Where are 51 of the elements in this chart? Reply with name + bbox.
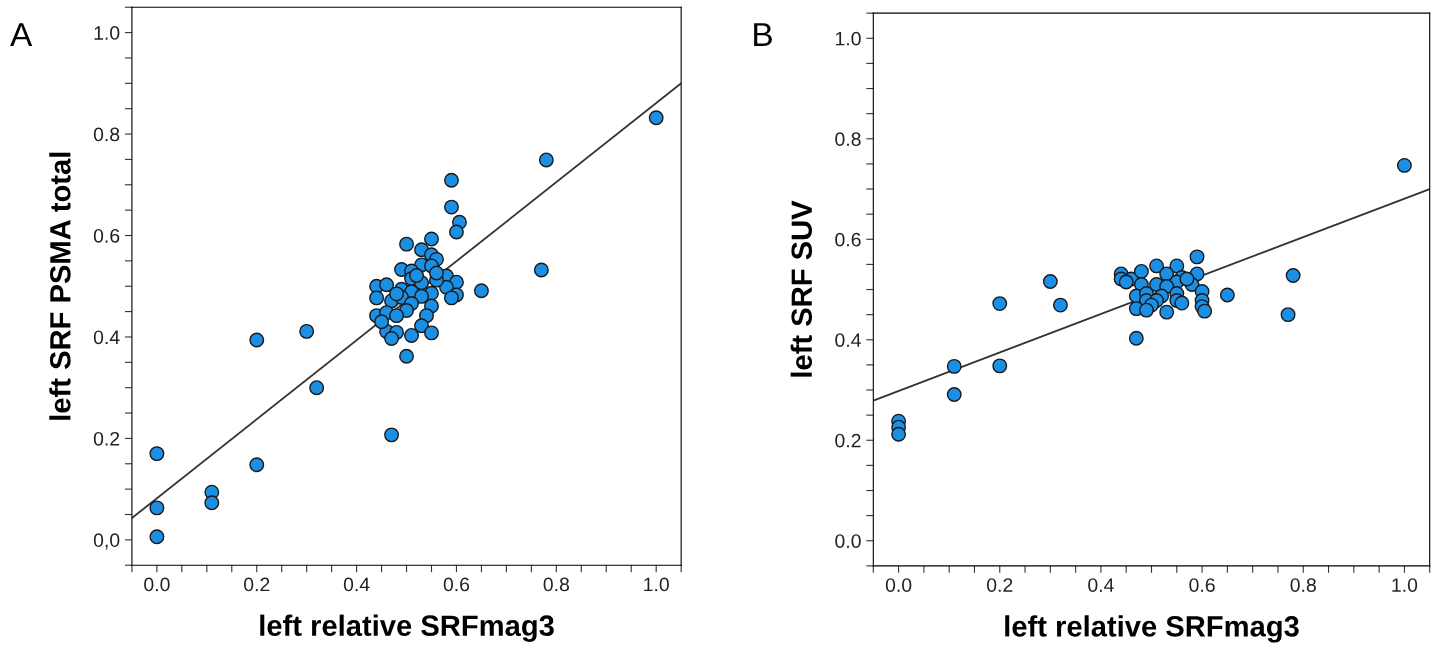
y-tick-label: 0.2: [835, 433, 861, 448]
x-tick-label: 0.6: [443, 577, 470, 592]
y-axis-title: left SRF PSMA total: [49, 152, 71, 420]
point: [946, 358, 962, 374]
point: [992, 296, 1008, 312]
x-tick-label: 0.8: [1290, 578, 1316, 592]
y-tick-label: 0.6: [93, 228, 120, 243]
point: [1159, 304, 1175, 320]
point: [1118, 274, 1134, 290]
y-tick-label: 0.8: [93, 127, 120, 142]
x-tick-label: 1.0: [1392, 578, 1418, 592]
point: [1052, 297, 1068, 313]
text: A: [10, 23, 33, 47]
x-tick-label: 0.2: [244, 577, 270, 592]
point: [1179, 271, 1195, 287]
y-tick-label: 0,0: [93, 533, 120, 550]
point: [1219, 287, 1235, 303]
x-tick-label: 0.6: [1189, 578, 1215, 592]
x-axis-title: left relative SRFmag3: [1005, 615, 1299, 643]
point: [1042, 274, 1058, 289]
y-tick-label: 1.0: [94, 26, 120, 40]
x-tick-label: 0.8: [543, 577, 569, 592]
x-tick-label: 0.0: [885, 578, 912, 592]
point: [1280, 307, 1296, 323]
y-tick-label: 0.4: [835, 333, 861, 347]
text: B: [754, 23, 772, 47]
x-tick-label: 0.4: [1088, 578, 1114, 592]
point: [1128, 330, 1144, 346]
y-tick-label: 0.4: [93, 330, 120, 345]
y-tick-label: 1.0: [835, 31, 861, 46]
point: [1189, 249, 1205, 265]
point: [1133, 263, 1149, 279]
point: [1197, 303, 1213, 319]
x-tick-label: 1.0: [644, 577, 669, 592]
point: [891, 426, 907, 442]
y-tick-label: 0.6: [835, 232, 861, 247]
x-tick-label: 0.0: [144, 577, 170, 592]
point: [1174, 295, 1190, 311]
x-axis-title: left relative SRFmag3: [260, 614, 554, 642]
x-tick-label: 0.4: [343, 577, 370, 592]
y-axis-title: left SRF SUV: [790, 200, 813, 377]
point: [1396, 157, 1412, 173]
y-tick-label: 0.2: [93, 431, 120, 446]
y-tick-label: 0.0: [835, 534, 861, 548]
point: [1149, 258, 1165, 274]
point: [1138, 302, 1154, 318]
point: [1285, 267, 1301, 283]
x-tick-label: 0.2: [987, 578, 1013, 592]
point: [992, 358, 1008, 374]
point: [946, 387, 962, 402]
y-tick-label: 0.8: [835, 132, 861, 147]
